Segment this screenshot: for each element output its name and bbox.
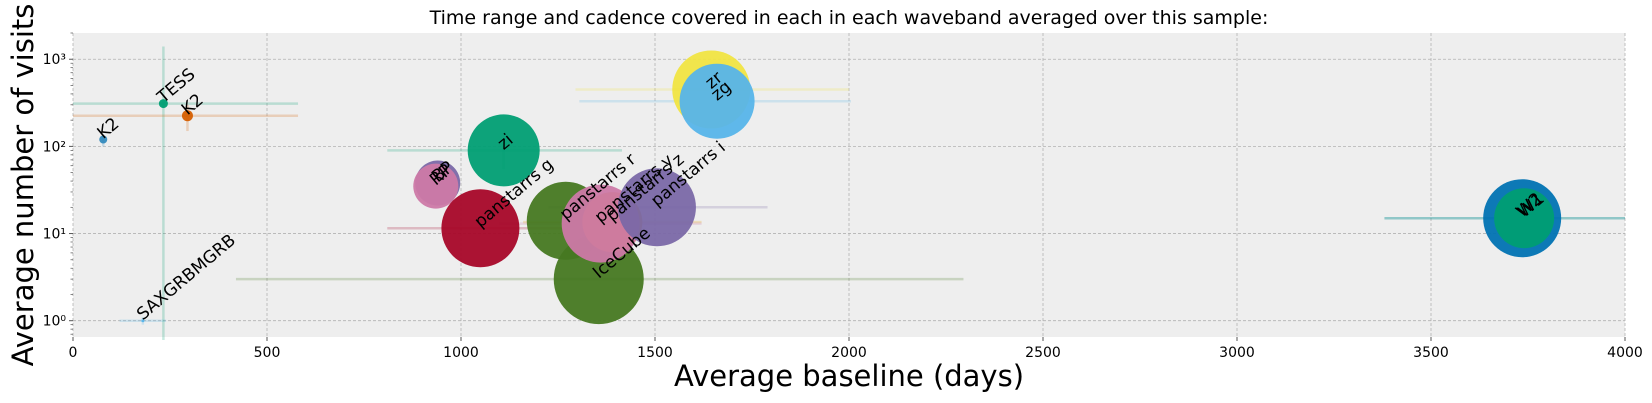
x-axis-ticks: 0 500 1000 1500 2000 2500 3000 3500 4000 [69, 337, 1643, 361]
x-axis-label: Average baseline (days) [674, 359, 1024, 393]
data-point [181, 110, 193, 122]
x-tick-label: 3000 [1219, 345, 1255, 361]
data-points [99, 50, 1562, 325]
x-tick-label: 500 [254, 345, 281, 361]
chart-title: Time range and cadence covered in each i… [429, 7, 1269, 29]
data-point [141, 319, 145, 323]
y-axis-label: Average number of visits [6, 4, 40, 367]
data-point [617, 168, 696, 247]
x-tick-label: 0 [69, 345, 78, 361]
data-point [99, 135, 108, 144]
y-tick-label: 10³ [43, 52, 66, 68]
data-point [158, 99, 168, 109]
x-tick-label: 2500 [1025, 345, 1061, 361]
data-point [467, 114, 540, 187]
data-point [679, 63, 755, 139]
data-point [1494, 188, 1555, 249]
data-point [441, 189, 520, 268]
y-tick-label: 10² [43, 139, 66, 155]
x-tick-label: 1000 [443, 345, 479, 361]
y-axis-ticks: 10⁰ 10¹ 10² 10³ [43, 32, 73, 335]
y-tick-label: 10¹ [43, 227, 66, 243]
x-tick-label: 4000 [1607, 345, 1643, 361]
x-tick-label: 2000 [831, 345, 867, 361]
x-tick-label: 1500 [637, 345, 673, 361]
x-tick-label: 3500 [1413, 345, 1449, 361]
data-point [413, 163, 459, 209]
y-tick-label: 10⁰ [43, 314, 67, 330]
